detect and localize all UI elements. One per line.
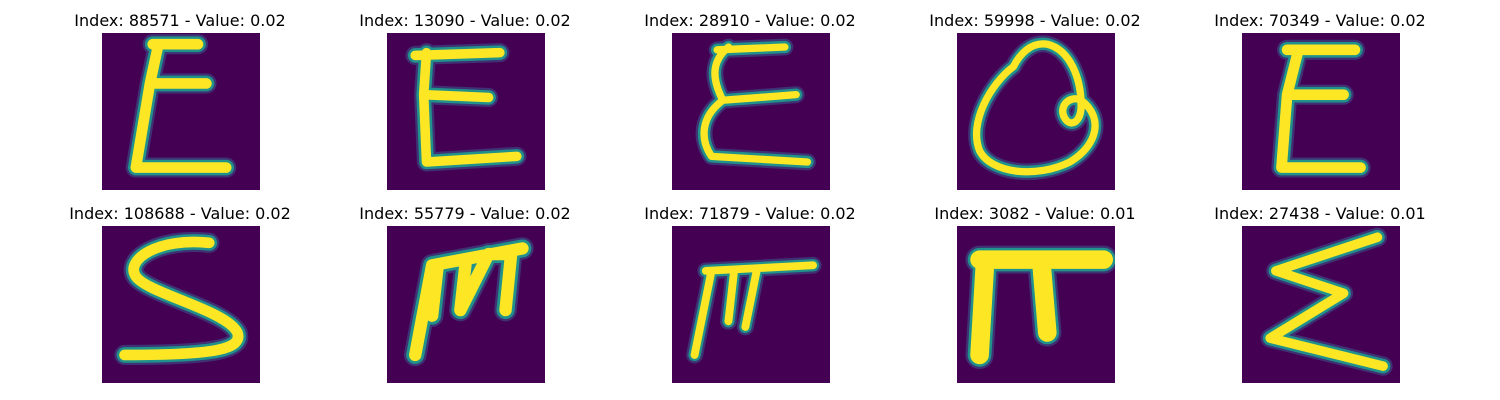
digit-image xyxy=(387,33,545,190)
handwritten-glyph xyxy=(695,38,816,171)
panel-title: Index: 27438 - Value: 0.01 xyxy=(1214,204,1426,223)
digit-image xyxy=(102,226,260,383)
handwritten-glyph xyxy=(686,256,822,364)
panel-title: Index: 59998 - Value: 0.02 xyxy=(929,11,1141,30)
panel-title: Index: 70349 - Value: 0.02 xyxy=(1214,11,1426,30)
digit-image xyxy=(957,33,1115,190)
image-panel-7: Index: 55779 - Value: 0.02 xyxy=(315,203,615,398)
panel-title: Index: 108688 - Value: 0.02 xyxy=(69,204,291,223)
panel-title: Index: 88571 - Value: 0.02 xyxy=(74,11,286,30)
image-panel-3: Index: 28910 - Value: 0.02 xyxy=(600,10,900,205)
panel-title: Index: 71879 - Value: 0.02 xyxy=(644,204,856,223)
digit-image xyxy=(102,33,260,190)
image-panel-8: Index: 71879 - Value: 0.02 xyxy=(600,203,900,398)
panel-title: Index: 55779 - Value: 0.02 xyxy=(359,204,571,223)
digit-image xyxy=(1242,33,1400,190)
panel-title: Index: 3082 - Value: 0.01 xyxy=(934,204,1136,223)
digit-image xyxy=(1242,226,1400,383)
handwritten-glyph xyxy=(965,245,1115,369)
handwritten-glyph xyxy=(403,237,534,367)
digit-image xyxy=(672,226,830,383)
digit-image xyxy=(387,226,545,383)
handwritten-glyph xyxy=(405,43,527,172)
image-panel-4: Index: 59998 - Value: 0.02 xyxy=(885,10,1185,205)
panel-title: Index: 28910 - Value: 0.02 xyxy=(644,11,856,30)
handwritten-glyph xyxy=(114,231,249,366)
image-panel-1: Index: 88571 - Value: 0.02 xyxy=(30,10,330,205)
panel-title: Index: 13090 - Value: 0.02 xyxy=(359,11,571,30)
handwritten-glyph xyxy=(968,35,1104,181)
image-panel-10: Index: 27438 - Value: 0.01 xyxy=(1170,203,1470,398)
image-panel-5: Index: 70349 - Value: 0.02 xyxy=(1170,10,1470,205)
digit-image xyxy=(672,33,830,190)
handwritten-glyph xyxy=(1260,227,1393,376)
image-panel-6: Index: 108688 - Value: 0.02 xyxy=(30,203,330,398)
image-panel-2: Index: 13090 - Value: 0.02 xyxy=(315,10,615,205)
handwritten-glyph xyxy=(1271,39,1371,178)
image-panel-9: Index: 3082 - Value: 0.01 xyxy=(885,203,1185,398)
digit-image xyxy=(957,226,1115,383)
handwritten-glyph xyxy=(125,34,237,178)
